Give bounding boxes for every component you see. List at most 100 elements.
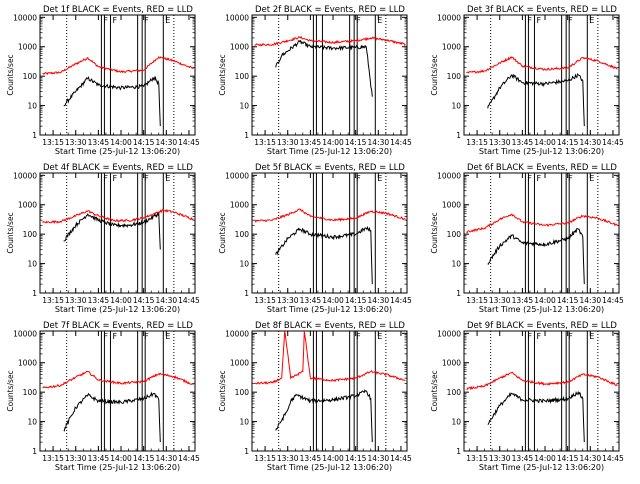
x-tick-label: 13:45 xyxy=(512,296,534,305)
x-tick-label: 14:15 xyxy=(133,296,155,305)
events-series-line xyxy=(63,211,161,250)
x-tick-label: 13:15 xyxy=(466,454,488,463)
x-tick-label: 14:00 xyxy=(534,138,556,147)
panel-title: Det 9f BLACK = Events, RED = LLD xyxy=(467,321,617,331)
lld-series-line xyxy=(42,370,194,389)
detector-panel-9: Det 9f BLACK = Events, RED = LLD 1 10 100 10… xyxy=(430,321,624,472)
x-tick-label: 13:45 xyxy=(300,138,322,147)
y-axis-label: Counts/sec xyxy=(218,54,227,95)
marker-letter: F xyxy=(103,174,108,183)
y-tick-label: 10 xyxy=(451,418,461,427)
plot-frame xyxy=(251,330,408,452)
y-tick-label: 1000 xyxy=(442,359,461,368)
y-tick-label: 1 xyxy=(32,447,37,456)
y-tick-label: 100 xyxy=(447,388,462,397)
panel-title: Det 4f BLACK = Events, RED = LLD xyxy=(43,163,193,173)
y-axis-label: Counts/sec xyxy=(218,212,227,253)
y-tick-label: 10 xyxy=(239,102,249,111)
plot-frame xyxy=(39,330,196,452)
x-tick-label: 13:30 xyxy=(489,454,511,463)
x-axis-label: Start Time (25-Jul-12 13:06:20) xyxy=(267,147,392,156)
y-axis-label: Counts/sec xyxy=(6,212,15,253)
x-tick-label: 14:45 xyxy=(390,454,412,463)
x-tick-label: 13:15 xyxy=(466,296,488,305)
marker-letter: F xyxy=(112,332,117,341)
marker-letter: E xyxy=(377,16,382,25)
lld-series-line xyxy=(466,56,618,74)
y-tick-label: 1000 xyxy=(18,43,37,52)
x-tick-label: 13:45 xyxy=(88,454,110,463)
x-axis-label: Start Time (25-Jul-12 13:06:20) xyxy=(267,463,392,472)
y-axis-label: Counts/sec xyxy=(430,54,439,95)
y-tick-label: 1000 xyxy=(442,43,461,52)
panel-title: Det 3f BLACK = Events, RED = LLD xyxy=(467,5,617,15)
plot-frame xyxy=(463,172,620,294)
plot-frame xyxy=(251,14,408,136)
marker-letter: F xyxy=(144,174,149,183)
detector-panel-1: Det 1f BLACK = Events, RED = LLD 1 10 100 10… xyxy=(6,5,200,156)
marker-letter: F xyxy=(112,16,117,25)
detector-panel-6: Det 6f BLACK = Events, RED = LLD 1 10 100 10… xyxy=(430,163,624,314)
marker-letter: F xyxy=(536,16,541,25)
y-tick-label: 100 xyxy=(235,72,250,81)
marker-letter: E xyxy=(589,332,594,341)
y-tick-label: 1000 xyxy=(230,201,249,210)
y-tick-label: 10 xyxy=(239,418,249,427)
x-tick-label: 13:45 xyxy=(300,296,322,305)
x-tick-label: 13:45 xyxy=(512,138,534,147)
detector-panel-8: Det 8f BLACK = Events, RED = LLD 1 10 100 10… xyxy=(218,321,412,472)
detector-panel-3: Det 3f BLACK = Events, RED = LLD 1 10 100 10… xyxy=(430,5,624,156)
marker-letter: F xyxy=(144,332,149,341)
marker-letter: F xyxy=(356,16,361,25)
marker-letter: F xyxy=(144,16,149,25)
marker-letter: E xyxy=(377,332,382,341)
x-tick-label: 13:30 xyxy=(489,296,511,305)
y-axis-label: Counts/sec xyxy=(218,370,227,411)
marker-letter: F xyxy=(103,16,108,25)
x-tick-label: 14:30 xyxy=(156,296,178,305)
marker-letter: F xyxy=(536,332,541,341)
marker-letter: E xyxy=(377,174,382,183)
y-tick-label: 10000 xyxy=(13,171,37,180)
y-axis-label: Counts/sec xyxy=(6,54,15,95)
x-tick-label: 13:45 xyxy=(512,454,534,463)
x-tick-label: 14:00 xyxy=(322,296,344,305)
events-series-line xyxy=(275,225,373,285)
y-tick-label: 1000 xyxy=(230,359,249,368)
x-tick-label: 14:00 xyxy=(110,296,132,305)
x-tick-label: 14:00 xyxy=(322,454,344,463)
x-tick-label: 13:30 xyxy=(65,296,87,305)
detector-panel-5: Det 5f BLACK = Events, RED = LLD 1 10 100 10… xyxy=(218,163,412,314)
events-series-line xyxy=(63,391,161,443)
x-tick-label: 13:15 xyxy=(466,138,488,147)
y-tick-label: 1000 xyxy=(18,201,37,210)
marker-letter: F xyxy=(568,16,573,25)
y-tick-label: 10 xyxy=(27,102,37,111)
x-tick-label: 14:15 xyxy=(345,296,367,305)
detector-panel-7: Det 7f BLACK = Events, RED = LLD 1 10 100 10… xyxy=(6,321,200,472)
y-tick-label: 10000 xyxy=(225,329,249,338)
marker-letter: E xyxy=(165,16,170,25)
x-tick-label: 13:45 xyxy=(88,138,110,147)
marker-letter: F xyxy=(356,332,361,341)
marker-letter: F xyxy=(536,174,541,183)
y-axis-label: Counts/sec xyxy=(6,370,15,411)
plot-frame xyxy=(39,172,196,294)
x-tick-label: 14:15 xyxy=(557,296,579,305)
x-tick-label: 14:45 xyxy=(602,296,624,305)
detector-panel-4: Det 4f BLACK = Events, RED = LLD 1 10 100 10… xyxy=(6,163,200,314)
y-tick-label: 1000 xyxy=(18,359,37,368)
y-tick-label: 10 xyxy=(451,102,461,111)
x-axis-label: Start Time (25-Jul-12 13:06:20) xyxy=(479,147,604,156)
y-tick-label: 10 xyxy=(239,260,249,269)
x-axis-label: Start Time (25-Jul-12 13:06:20) xyxy=(479,463,604,472)
x-tick-label: 14:00 xyxy=(322,138,344,147)
y-tick-label: 10000 xyxy=(437,329,461,338)
plot-frame xyxy=(251,172,408,294)
events-series-line xyxy=(487,228,585,285)
x-tick-label: 13:15 xyxy=(42,454,64,463)
x-tick-label: 13:30 xyxy=(65,454,87,463)
x-tick-label: 13:15 xyxy=(42,138,64,147)
